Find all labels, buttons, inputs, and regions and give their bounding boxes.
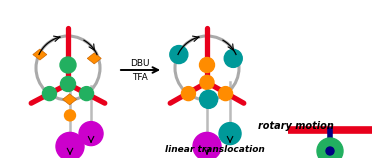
Circle shape (317, 138, 343, 158)
Circle shape (60, 57, 76, 73)
Circle shape (219, 123, 241, 145)
Circle shape (193, 132, 221, 158)
Circle shape (79, 122, 103, 146)
Polygon shape (33, 49, 47, 60)
Text: linear translocation: linear translocation (165, 146, 265, 155)
Circle shape (326, 147, 334, 155)
Circle shape (200, 90, 218, 108)
Text: TFA: TFA (132, 73, 148, 82)
Polygon shape (87, 53, 101, 64)
Circle shape (181, 87, 195, 101)
Circle shape (65, 110, 76, 121)
Circle shape (200, 75, 214, 89)
Circle shape (60, 76, 76, 91)
Circle shape (200, 58, 214, 73)
Circle shape (79, 87, 94, 101)
Circle shape (218, 87, 232, 101)
Text: rotary motion: rotary motion (258, 121, 334, 131)
Text: DBU: DBU (130, 58, 150, 67)
Circle shape (56, 132, 84, 158)
Polygon shape (63, 94, 77, 105)
Circle shape (42, 87, 56, 101)
Circle shape (224, 49, 242, 67)
Circle shape (170, 46, 188, 64)
